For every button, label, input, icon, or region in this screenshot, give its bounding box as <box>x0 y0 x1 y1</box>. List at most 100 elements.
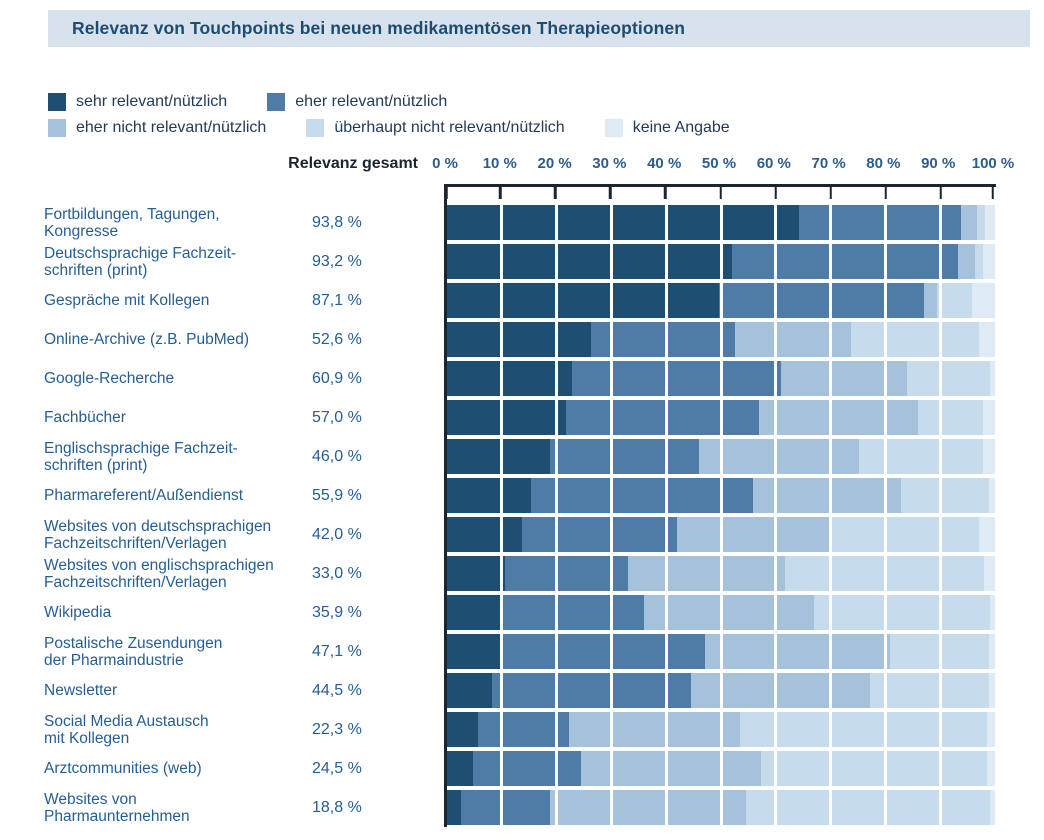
bar-segment <box>447 322 592 357</box>
gridline <box>829 439 833 474</box>
bar-segment <box>924 283 937 318</box>
table-row: Fachbücher 57,0 % <box>0 398 1044 437</box>
bar-segment <box>447 205 800 240</box>
gridline <box>609 361 613 396</box>
row-total-value: 60,9 % <box>312 369 362 387</box>
bar-segment <box>990 361 995 396</box>
gridline <box>500 244 504 279</box>
gridline <box>609 673 613 708</box>
gridline <box>938 634 942 669</box>
gridline <box>938 556 942 591</box>
chart-title-bar: Relevanz von Touchpoints bei neuen medik… <box>48 10 1030 47</box>
row-label: Websites von englischsprachigen Fachzeit… <box>44 556 274 591</box>
gridline <box>829 751 833 786</box>
gridline <box>774 556 778 591</box>
bar-segment <box>739 712 987 747</box>
table-row: Google-Recherche 60,9 % <box>0 359 1044 398</box>
axis-tick-label: 10 % <box>482 155 517 172</box>
bar-segment <box>735 322 851 357</box>
bar-segment <box>988 634 995 669</box>
axis-tick-mark <box>664 187 667 199</box>
axis-tick-label: 50 % <box>701 155 737 172</box>
gridline <box>883 361 887 396</box>
gridline <box>500 205 504 240</box>
gridline <box>500 517 504 552</box>
legend-row: sehr relevant/nützlich eher relevant/nütz… <box>48 92 730 111</box>
gridline <box>774 322 778 357</box>
row-label: Websites von deutschsprachigen Fachzeits… <box>44 517 272 552</box>
row-label: Wikipedia <box>44 604 112 621</box>
axis-tick-mark <box>774 187 777 199</box>
gridline <box>719 634 723 669</box>
bar-segment <box>501 595 644 630</box>
gridline <box>883 790 887 825</box>
legend-swatch <box>48 92 66 111</box>
gridline <box>609 712 613 747</box>
row-label: Gespräche mit Kollegen <box>44 292 210 309</box>
stacked-bar <box>447 595 995 630</box>
stacked-bar <box>447 400 995 435</box>
gridline <box>883 439 887 474</box>
bar-segment <box>979 322 995 357</box>
bar-segment <box>760 751 987 786</box>
gridline <box>883 595 887 630</box>
table-row: Postalische Zusendungen der Pharmaindust… <box>0 632 1044 671</box>
gridline <box>938 790 942 825</box>
row-total-value: 22,3 % <box>312 720 362 738</box>
bar-segment <box>572 361 781 396</box>
gridline <box>719 517 723 552</box>
bar-segment <box>581 751 761 786</box>
bar-segment <box>690 673 871 708</box>
gridline <box>609 478 613 513</box>
bar-segment <box>569 712 740 747</box>
bar-segment <box>705 634 890 669</box>
legend-item: eher relevant/nützlich <box>267 92 447 111</box>
axis-tick-label: 70 % <box>811 155 846 172</box>
gridline <box>555 205 559 240</box>
row-total-value: 35,9 % <box>312 603 362 621</box>
gridline <box>883 517 887 552</box>
bar-segment <box>979 517 995 552</box>
gridline <box>829 712 833 747</box>
gridline <box>500 595 504 630</box>
gridline <box>883 751 887 786</box>
bar-segment <box>500 634 706 669</box>
bar-segment <box>917 400 983 435</box>
row-label: Englischsprachige Fachzeit- schriften (p… <box>44 439 238 474</box>
bar-segment <box>936 283 973 318</box>
axis-tick-mark <box>498 187 502 199</box>
bar-segment <box>907 361 991 396</box>
gridline <box>664 634 668 669</box>
gridline <box>664 283 668 318</box>
bar-segment <box>990 790 995 825</box>
gridline <box>774 790 778 825</box>
bar-segment <box>492 673 691 708</box>
row-total-value: 42,0 % <box>312 525 362 543</box>
gridline <box>719 205 723 240</box>
bar-segment <box>447 634 501 669</box>
gridline <box>938 205 942 240</box>
gridline <box>774 517 778 552</box>
bar-segment <box>870 673 989 708</box>
gridline <box>774 595 778 630</box>
legend-swatch <box>267 92 286 111</box>
axis-tick-label: 20 % <box>537 155 572 172</box>
bar-segment <box>699 439 859 474</box>
axis-line <box>444 184 996 201</box>
gridline <box>719 361 723 396</box>
row-label: Fachbücher <box>44 409 126 426</box>
gridline <box>829 400 833 435</box>
gridline <box>938 361 942 396</box>
gridline <box>938 478 942 513</box>
table-row: Wikipedia 35,9 % <box>0 593 1044 632</box>
gridline <box>555 478 559 513</box>
axis-tick-mark <box>991 187 994 199</box>
gridline <box>719 556 723 591</box>
gridline <box>774 283 778 318</box>
gridline <box>829 790 833 825</box>
row-total-value: 52,6 % <box>312 330 362 348</box>
gridline <box>500 790 504 825</box>
bar-segment <box>986 712 995 747</box>
bar-segment <box>850 322 980 357</box>
legend-item-label: sehr relevant/nützlich <box>76 92 228 110</box>
